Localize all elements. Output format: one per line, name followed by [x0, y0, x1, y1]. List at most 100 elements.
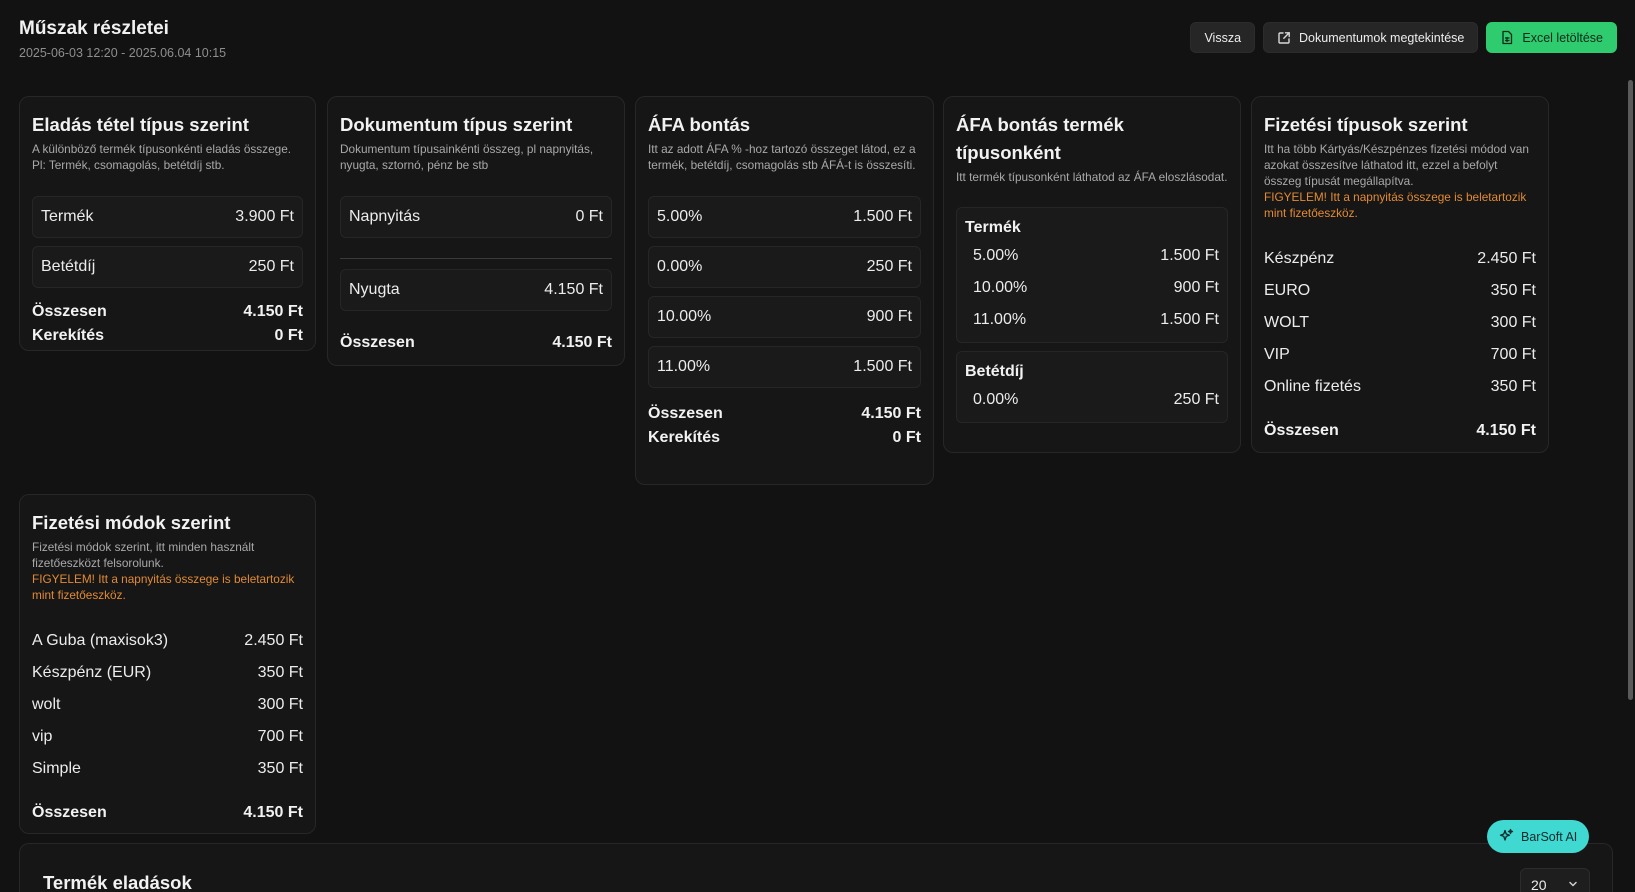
page-header: Műszak részletei 2025-06-03 12:20 - 2025… — [19, 18, 226, 60]
row-label: Napnyitás — [349, 208, 421, 225]
rounding-label: Kerekítés — [648, 429, 721, 446]
view-documents-label: Dokumentumok megtekintése — [1299, 30, 1465, 45]
total-label: Összesen — [32, 804, 107, 821]
row-value: 3.900 Ft — [235, 208, 294, 225]
row-value: 250 Ft — [248, 258, 294, 275]
row-label: A Guba (maxisok3) — [32, 632, 169, 649]
row-value: 1.500 Ft — [1160, 311, 1219, 328]
list-item: 11.00% 1.500 Ft — [648, 346, 921, 388]
row-value: 700 Ft — [257, 728, 303, 745]
row-value: 1.500 Ft — [1160, 247, 1219, 264]
total-value: 4.150 Ft — [552, 334, 612, 351]
list-item: Készpénz 2.450 Ft — [1264, 243, 1536, 275]
total-row: Összesen 4.150 Ft — [32, 801, 303, 825]
row-value: 2.450 Ft — [244, 632, 303, 649]
row-label: Simple — [32, 760, 81, 777]
row-value: 4.150 Ft — [544, 281, 603, 298]
list-item: 5.00% 1.500 Ft — [648, 196, 921, 238]
row-label: VIP — [1264, 346, 1290, 363]
list-item: Nyugta 4.150 Ft — [340, 269, 612, 311]
row-value: 250 Ft — [866, 258, 912, 275]
external-link-icon — [1277, 31, 1291, 45]
vat-group-deposit: Betétdíj 0.00% 250 Ft — [956, 351, 1228, 423]
product-sales-panel: Termék eladások 20 — [19, 843, 1613, 892]
total-value: 4.150 Ft — [243, 804, 303, 821]
view-documents-button[interactable]: Dokumentumok megtekintése — [1263, 22, 1479, 53]
row-label: 10.00% — [973, 279, 1028, 296]
row-value: 350 Ft — [257, 664, 303, 681]
card-title: Fizetési módok szerint — [32, 512, 231, 533]
card-title: Fizetési típusok szerint — [1264, 114, 1468, 135]
excel-download-button[interactable]: Excel letöltése — [1486, 22, 1617, 53]
list-item: 0.00% 250 Ft — [965, 384, 1219, 416]
row-label: 0.00% — [657, 258, 703, 275]
list-item: VIP 700 Ft — [1264, 339, 1536, 371]
total-label: Összesen — [1264, 422, 1339, 439]
header-actions: Vissza Dokumentumok megtekintése Excel l… — [1190, 22, 1617, 53]
rounding-value: 0 Ft — [892, 429, 921, 446]
card-title: Eladás tétel típus szerint — [32, 114, 249, 135]
row-value: 350 Ft — [257, 760, 303, 777]
scrollbar-thumb[interactable] — [1628, 80, 1633, 700]
list-item: 11.00% 1.500 Ft — [965, 304, 1219, 336]
list-item: EURO 350 Ft — [1264, 275, 1536, 307]
card-description: Itt az adott ÁFA % -hoz tartozó összeget… — [648, 142, 916, 172]
group-title: Betétdíj — [965, 363, 1024, 380]
barsoft-ai-button[interactable]: BarSoft AI — [1487, 820, 1590, 853]
back-button-label: Vissza — [1204, 30, 1242, 45]
card-description: Dokumentum típusainkénti összeg, pl napn… — [340, 142, 594, 172]
product-sales-title: Termék eladások — [43, 872, 192, 892]
total-row: Összesen 4.150 Ft — [648, 402, 921, 426]
row-label: Készpénz — [1264, 250, 1335, 267]
chevron-down-icon — [1567, 877, 1579, 892]
list-item: Napnyitás 0 Ft — [340, 196, 612, 238]
page-size-select[interactable]: 20 — [1520, 868, 1590, 892]
list-item: A Guba (maxisok3) 2.450 Ft — [32, 625, 303, 657]
card-title: Dokumentum típus szerint — [340, 114, 573, 135]
group-title: Termék — [965, 219, 1021, 236]
sparkle-icon — [1499, 828, 1514, 846]
rounding-value: 0 Ft — [274, 327, 303, 344]
total-value: 4.150 Ft — [1476, 422, 1536, 439]
list-item: WOLT 300 Ft — [1264, 307, 1536, 339]
total-row: Összesen 4.150 Ft — [32, 300, 303, 324]
vat-by-product-type-card: ÁFA bontás termék típusonként Itt termék… — [943, 96, 1241, 453]
barsoft-ai-label: BarSoft AI — [1521, 829, 1578, 844]
card-title: ÁFA bontás termék típusonként — [956, 114, 1124, 163]
spreadsheet-file-icon — [1500, 30, 1514, 45]
row-label: 5.00% — [973, 247, 1019, 264]
by-payment-type-card: Fizetési típusok szerint Itt ha több Kár… — [1251, 96, 1549, 453]
row-value: 900 Ft — [1173, 279, 1219, 296]
total-value: 4.150 Ft — [243, 303, 303, 320]
rounding-label: Kerekítés — [32, 327, 105, 344]
card-warning: FIGYELEM! Itt a napnyitás összege is bel… — [32, 572, 295, 602]
card-description: A különböző termék típusonkénti eladás ö… — [32, 142, 292, 172]
list-item: 10.00% 900 Ft — [648, 296, 921, 338]
back-button[interactable]: Vissza — [1190, 22, 1256, 53]
list-item: Online fizetés 350 Ft — [1264, 371, 1536, 403]
list-item: wolt 300 Ft — [32, 689, 303, 721]
row-value: 1.500 Ft — [853, 358, 912, 375]
rounding-row: Kerekítés 0 Ft — [648, 426, 921, 450]
sales-by-item-type-card: Eladás tétel típus szerint A különböző t… — [19, 96, 316, 351]
row-value: 700 Ft — [1490, 346, 1536, 363]
list-item: 0.00% 250 Ft — [648, 246, 921, 288]
total-row: Összesen 4.150 Ft — [340, 331, 612, 355]
by-document-type-card: Dokumentum típus szerint Dokumentum típu… — [327, 96, 625, 366]
row-label: 10.00% — [657, 308, 712, 325]
by-payment-method-card: Fizetési módok szerint Fizetési módok sz… — [19, 494, 316, 834]
total-row: Összesen 4.150 Ft — [1264, 419, 1536, 443]
rounding-row: Kerekítés 0 Ft — [32, 324, 303, 348]
card-title: ÁFA bontás — [648, 114, 751, 135]
page-size-value: 20 — [1531, 877, 1547, 892]
row-label: Betétdíj — [41, 258, 96, 275]
row-value: 250 Ft — [1173, 391, 1219, 408]
page-title: Műszak részletei — [19, 18, 169, 39]
total-label: Összesen — [340, 334, 415, 351]
row-label: 5.00% — [657, 208, 703, 225]
row-label: Termék — [41, 208, 94, 225]
list-item: Készpénz (EUR) 350 Ft — [32, 657, 303, 689]
row-label: vip — [32, 728, 53, 745]
total-label: Összesen — [648, 405, 723, 422]
card-description: Itt ha több Kártyás/Készpénzes fizetési … — [1264, 142, 1529, 188]
